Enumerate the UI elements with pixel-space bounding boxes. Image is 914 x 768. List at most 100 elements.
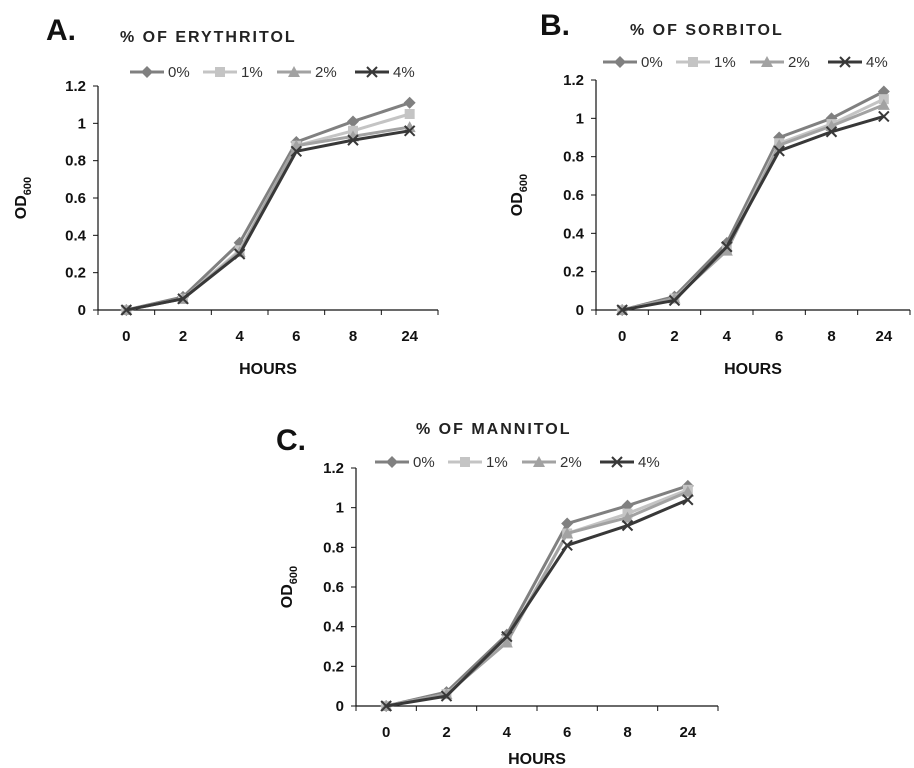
data-point [681,485,694,497]
y-tick-label: 0 [336,698,344,715]
chart-title: % OF SORBITOL [630,22,784,39]
legend: 0% 1% 2% 4% [603,54,888,71]
data-point [561,539,573,552]
series-3 [380,494,694,712]
x-axis-title: HOURS [239,361,297,378]
y-tick-label: 1 [78,115,86,132]
y-tick-label: 0.6 [65,190,86,207]
y-axis-title: OD600 [279,566,300,608]
legend-label: 0% [413,454,435,471]
data-point [347,134,359,146]
y-tick-label: 1.2 [323,460,344,477]
legend-marker [614,56,626,68]
series-1 [121,109,415,315]
series-line [385,498,689,708]
x-tick-label: 0 [382,724,390,741]
y-tick-label: 0.4 [323,619,345,636]
x-tick-label: 8 [623,724,631,741]
legend-marker [386,456,398,468]
legend-marker [533,456,545,467]
legend-marker [611,456,623,468]
legend-item: 2% [522,454,582,471]
data-point [403,121,416,133]
y-axis-title-subscript: 600 [22,177,34,195]
y-tick-label: 1.2 [65,78,86,95]
y-axis-title-main: OD [279,584,296,608]
series-2 [380,485,694,711]
x-tick-label: 6 [292,328,300,345]
data-point [561,527,574,539]
series-0 [120,96,416,316]
panel-letter: B. [540,9,570,42]
y-tick-label: 1.2 [563,72,584,89]
x-tick-label: 4 [235,328,244,345]
legend-item: 0% [375,454,435,471]
y-axis-title-main: OD [509,192,526,216]
legend-marker [215,67,225,77]
series-3 [616,110,890,316]
series-line [621,97,885,312]
y-tick-label: 0 [78,302,86,319]
y-tick-label: 0.2 [563,264,584,281]
chart-title: % OF ERYTHRITOL [120,29,297,46]
legend-label: 4% [638,454,660,471]
y-tick-label: 0 [576,302,584,319]
legend-item: 2% [277,64,337,81]
series-3 [120,125,416,316]
data-point [500,636,513,648]
data-point [682,494,694,506]
series-line [126,125,410,312]
legend-label: 2% [560,454,582,471]
legend-item: 2% [750,54,810,71]
data-point [290,145,303,158]
x-tick-label: 8 [349,328,357,345]
series-line [385,488,689,708]
legend: 0% 1% 2% 4% [130,64,415,81]
y-tick-label: 0.2 [323,658,344,675]
x-tick-label: 24 [875,328,892,345]
x-tick-label: 24 [679,724,696,741]
data-point [501,630,513,643]
y-tick-label: 0.4 [563,225,585,242]
y-axis-title: OD600 [509,174,530,216]
y-tick-label: 1 [336,500,344,517]
legend-item: 4% [828,54,888,71]
panel-letter: C. [276,424,306,457]
data-point [233,248,246,260]
data-point [621,511,634,523]
legend-marker [141,66,153,78]
legend-item: 1% [448,454,508,471]
x-tick-label: 8 [827,328,835,345]
x-tick-label: 2 [442,724,450,741]
legend-item: 1% [203,64,263,81]
series-line [125,101,411,312]
legend-label: 0% [168,64,190,81]
data-point [668,294,681,307]
series-0 [380,479,694,712]
data-point [773,145,785,157]
series-line [385,490,689,708]
legend-label: 2% [788,54,810,71]
data-point [177,293,189,305]
data-point [347,115,359,128]
legend-label: 1% [486,454,508,471]
y-tick-label: 0.2 [65,265,86,282]
legend-marker [460,457,470,467]
series-line [385,484,689,708]
y-tick-label: 1 [576,110,584,127]
legend-marker [761,56,773,67]
data-point [561,517,574,530]
x-tick-label: 0 [618,328,626,345]
data-point [403,125,416,137]
panel-letter: A. [46,14,76,47]
series-line [621,90,885,312]
legend-label: 0% [641,54,663,71]
y-tick-label: 0.6 [563,187,584,204]
y-tick-label: 0.4 [65,227,87,244]
x-tick-label: 24 [401,328,418,345]
series-2 [616,98,890,315]
y-axis-title: OD600 [13,177,34,219]
